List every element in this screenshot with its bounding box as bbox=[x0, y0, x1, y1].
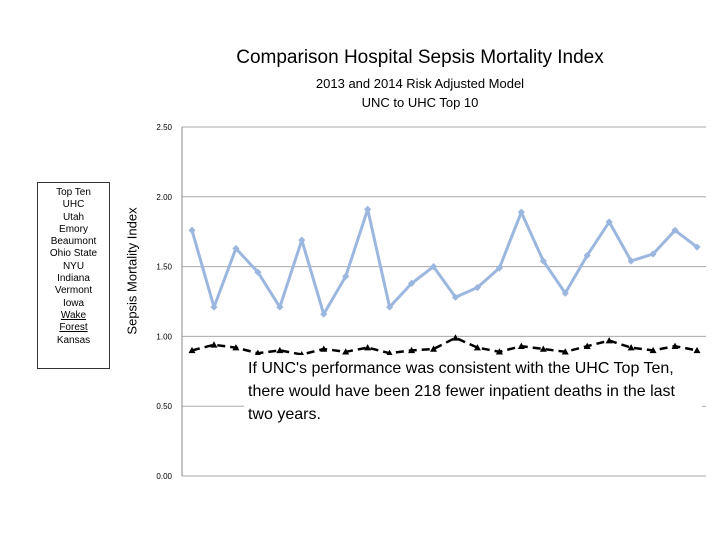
legend-item: Wake bbox=[60, 309, 87, 321]
data-point-unc bbox=[210, 303, 218, 311]
data-point-uhc-top-ten bbox=[408, 346, 416, 354]
data-point-uhc-top-ten bbox=[320, 345, 328, 352]
y-tick-labels: 0.00 0.50 1.00 1.50 2.00 2.50 bbox=[156, 123, 172, 481]
annotation-callout: If UNC's performance was consistent with… bbox=[244, 355, 702, 428]
data-point-uhc-top-ten bbox=[473, 344, 481, 351]
data-point-uhc-top-ten bbox=[583, 342, 591, 349]
series-line-unc bbox=[190, 207, 698, 316]
chart-subtitle-line-2: UNC to UHC Top 10 bbox=[361, 95, 479, 110]
data-point-uhc-top-ten bbox=[276, 346, 284, 354]
data-point-unc bbox=[473, 283, 482, 292]
data-point-uhc-top-ten bbox=[561, 348, 569, 355]
data-point-uhc-top-ten bbox=[627, 344, 635, 351]
data-point-unc bbox=[451, 293, 460, 301]
data-point-unc bbox=[495, 264, 503, 272]
data-point-unc bbox=[693, 243, 701, 251]
data-point-uhc-top-ten bbox=[693, 346, 701, 354]
y-tick-label: 2.00 bbox=[156, 193, 172, 202]
data-point-unc bbox=[517, 208, 525, 216]
data-point-unc bbox=[407, 279, 416, 287]
data-point-unc bbox=[429, 263, 438, 271]
data-point-unc bbox=[342, 272, 350, 280]
data-point-uhc-top-ten bbox=[254, 349, 262, 356]
legend-item: Indiana bbox=[57, 273, 90, 285]
series-lines bbox=[188, 205, 701, 358]
data-point-uhc-top-ten bbox=[451, 334, 459, 341]
data-point-unc bbox=[298, 236, 306, 244]
legend-item: NYU bbox=[62, 260, 85, 272]
data-point-unc bbox=[561, 289, 569, 297]
y-tick-label: 1.00 bbox=[156, 332, 172, 341]
legend-box: Top Ten UHC Utah Emory Beaumont Ohio Sta… bbox=[37, 182, 110, 369]
legend-item: Utah bbox=[62, 211, 85, 223]
y-tick-label: 0.50 bbox=[156, 402, 172, 411]
data-point-uhc-top-ten bbox=[430, 345, 438, 352]
data-point-unc bbox=[320, 310, 328, 318]
data-point-unc bbox=[627, 257, 635, 265]
data-point-uhc-top-ten bbox=[517, 342, 525, 349]
series-line-uhc-top-ten bbox=[191, 336, 698, 356]
legend-item: Beaumont bbox=[50, 236, 97, 248]
legend-title: Top Ten bbox=[56, 187, 91, 198]
data-point-unc bbox=[605, 218, 613, 226]
data-point-uhc-top-ten bbox=[495, 348, 503, 355]
data-point-unc bbox=[364, 205, 372, 213]
data-point-uhc-top-ten bbox=[364, 344, 372, 351]
data-point-unc bbox=[254, 268, 262, 276]
data-point-unc bbox=[649, 250, 657, 258]
legend-item: Kansas bbox=[56, 334, 91, 346]
chart-subtitle-line-1: 2013 and 2014 Risk Adjusted Model bbox=[315, 76, 525, 91]
data-point-uhc-top-ten bbox=[342, 348, 350, 355]
legend-item: UHC bbox=[62, 199, 85, 211]
data-point-uhc-top-ten bbox=[232, 344, 240, 351]
legend-item: Forest bbox=[59, 322, 88, 334]
data-point-unc bbox=[539, 257, 547, 265]
data-point-unc bbox=[276, 303, 284, 311]
chart-title: Comparison Hospital Sepsis Mortality Ind… bbox=[236, 47, 604, 68]
data-point-uhc-top-ten bbox=[188, 346, 196, 354]
data-point-unc bbox=[386, 303, 394, 311]
data-point-uhc-top-ten bbox=[210, 341, 218, 348]
data-point-unc bbox=[232, 244, 240, 253]
data-point-unc bbox=[188, 226, 196, 234]
legend-item: Ohio State bbox=[49, 248, 98, 260]
data-point-uhc-top-ten bbox=[386, 349, 394, 356]
y-tick-label: 2.50 bbox=[156, 123, 172, 132]
data-point-uhc-top-ten bbox=[605, 337, 613, 344]
legend-item: Vermont bbox=[54, 285, 93, 297]
data-point-uhc-top-ten bbox=[671, 342, 679, 349]
data-point-unc bbox=[583, 251, 591, 260]
data-point-uhc-top-ten bbox=[539, 345, 547, 352]
legend-item: Emory bbox=[59, 223, 88, 235]
y-tick-label: 1.50 bbox=[156, 263, 172, 272]
data-point-uhc-top-ten bbox=[649, 346, 657, 354]
y-tick-label: 0.00 bbox=[156, 472, 172, 481]
data-point-unc bbox=[671, 226, 679, 234]
legend-item: Iowa bbox=[62, 297, 85, 309]
